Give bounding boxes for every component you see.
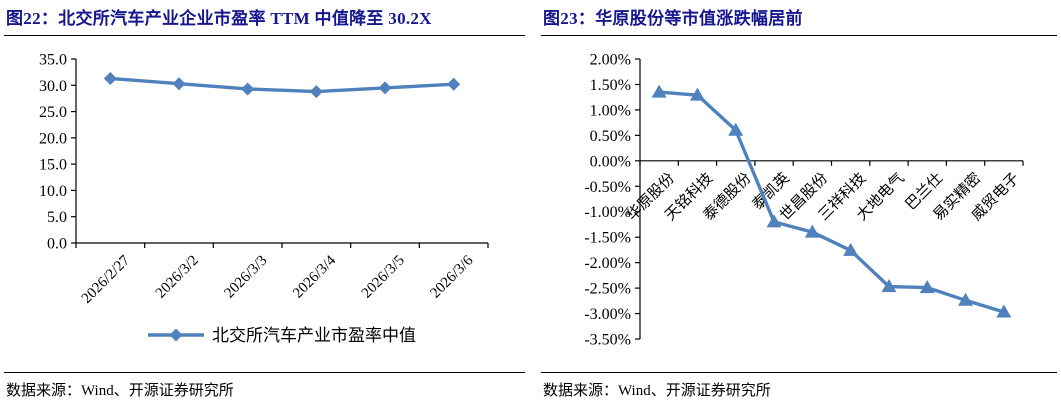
y-axis-tick-label: 0.00% [590,153,631,170]
data-point-marker [309,85,323,99]
data-point-marker [169,328,183,342]
y-axis-tick-label: 0.50% [590,128,631,145]
figure-23-source: 数据来源：Wind、开源证券研究所 [541,372,1057,400]
market-cap-change-line-chart: 2.00% 1.50% 1.00% 0.50% 0.00% -0.50% -1.00% -1.… [584,52,1024,349]
y-axis-tick-label: -0.50% [584,179,631,196]
data-point-marker [843,242,859,256]
y-axis-tick-label: 0.0 [47,236,67,253]
data-point-marker [241,82,255,96]
series-line [657,90,1006,314]
x-axis-category-label: 2026/2/27 [79,252,134,307]
x-axis-category-label: 2026/3/5 [359,253,408,302]
data-point-marker [651,84,667,98]
x-axis-category-label: 2026/3/6 [427,252,476,301]
y-axis-tick-label: 1.00% [590,102,631,119]
x-axis-category-label: 2026/3/4 [290,252,339,301]
legend-label: 北交所汽车产业市盈率中值 [212,326,416,345]
data-point-marker [881,279,897,293]
x-axis-category-label: 2026/3/3 [221,253,270,302]
data-point-marker [689,87,705,101]
data-point-marker [728,122,744,136]
source-text: 数据来源：Wind、开源证券研究所 [6,383,234,399]
data-point-marker [996,304,1012,318]
y-axis-tick-label: 30.0 [39,78,67,95]
y-axis-tick-label: 2.00% [590,52,631,69]
y-axis-tick-label: -2.50% [584,281,631,298]
data-point-marker [958,292,974,306]
y-axis-tick-label: -1.00% [584,204,631,221]
y-axis-tick-label: -1.50% [584,230,631,247]
source-text: 数据来源：Wind、开源证券研究所 [543,383,771,399]
figure-22-panel: 图22：北交所汽车产业企业市盈率 TTM 中值降至 30.2X 35.0 30.0… [0,0,530,408]
y-axis-tick-label: 20.0 [39,130,67,147]
series-line [108,76,456,94]
data-point-marker [378,81,392,95]
y-axis-tick-label: -2.00% [584,255,631,272]
data-point-marker [919,280,935,294]
data-point-marker [172,77,186,91]
figure-22-title: 图22：北交所汽车产业企业市盈率 TTM 中值降至 30.2X [4,6,525,36]
x-axis-category-label: 2026/3/2 [153,253,202,302]
figure-23-title: 图23：华原股份等市值涨跌幅居前 [541,6,1057,36]
y-axis-tick-label: -3.00% [584,306,631,323]
y-axis-tick-label: 35.0 [39,52,67,69]
y-axis-tick-label: 10.0 [39,183,67,200]
y-axis-tick-label: 5.0 [47,209,67,226]
y-axis-tick-label: -3.50% [584,332,631,349]
data-point-marker [103,71,117,85]
data-point-marker [766,214,782,228]
y-axis-tick-label: 1.50% [590,77,631,94]
pe-ttm-median-line-chart: 35.0 30.0 25.0 20.0 15.0 10.0 5.0 0.0 2026/2/27 2… [39,52,489,345]
figure-22-source: 数据来源：Wind、开源证券研究所 [4,372,525,400]
data-point-marker [447,77,461,91]
y-axis-tick-label: 25.0 [39,104,67,121]
y-axis-tick-label: 15.0 [39,157,67,174]
figure-23-panel: 图23：华原股份等市值涨跌幅居前 2.00% 1.50% 1.00% 0.50% 0.0… [530,0,1061,408]
data-point-marker [804,224,820,238]
